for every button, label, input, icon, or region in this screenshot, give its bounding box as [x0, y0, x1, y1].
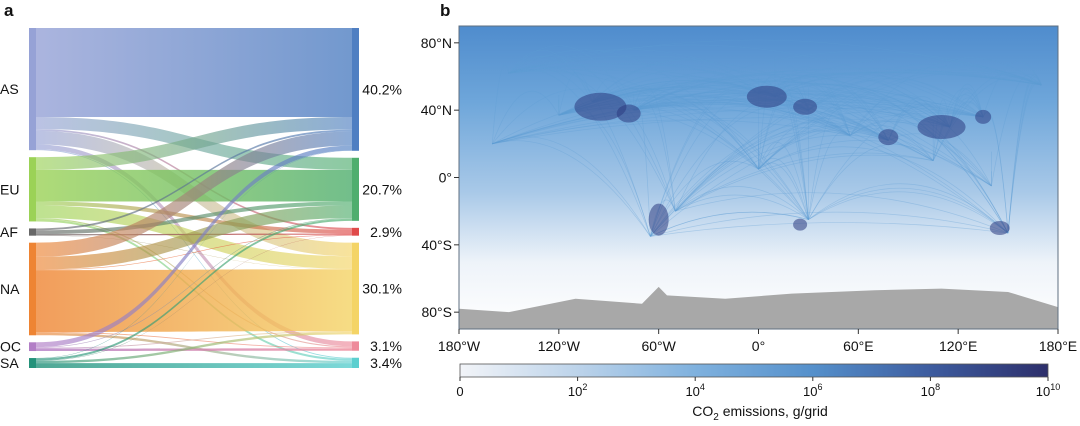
sankey-flow-oc-to-na: [36, 331, 352, 349]
sankey-flow-af-to-eu: [36, 201, 352, 235]
sankey-flow-sa-to-af: [36, 235, 352, 361]
sankey-source-label-af: AF: [0, 224, 18, 240]
colorbar-tick-label: 1010: [1036, 382, 1060, 399]
map-axes: 180°W 120°W 60°W 0° 60°E 120°E 180°E 80°N 40°N 0°…: [421, 25, 1077, 354]
sankey-dest-bar-oc: [352, 341, 359, 351]
sankey-flow-oc-to-oc: [36, 348, 352, 352]
colorbar-tick-label: 106: [803, 382, 822, 399]
y-tick-label: 40°S: [421, 237, 452, 253]
sankey-source-bar-oc: [29, 342, 36, 352]
x-tick-label: 120°W: [538, 338, 581, 354]
sankey-panel: a AS 40.2% EU 20.7% AF 2.9% NA 30.1% OC 3.1% SA 3.4…: [0, 1, 402, 371]
map-panel: b 180°W 120°W 60°W 0° 60°E 120°E 180°E 80°N 40°N…: [421, 1, 1077, 423]
sankey-dest-share-eu: 20.7%: [362, 181, 402, 197]
sankey-dest-share-af: 2.9%: [370, 224, 402, 240]
sankey-source-label-sa: SA: [0, 355, 19, 371]
sankey-flow-na-to-af: [36, 234, 352, 271]
panel-label-a: a: [4, 1, 14, 20]
sankey-flow-as-to-as: [36, 28, 352, 117]
panel-label-b: b: [440, 1, 450, 20]
sankey-source-label-eu: EU: [0, 181, 19, 197]
x-tick-label: 60°W: [641, 338, 676, 354]
sankey-dest-share-as: 40.2%: [362, 81, 402, 97]
sankey-dest-share-oc: 3.1%: [370, 338, 402, 354]
x-tick-label: 0°: [752, 338, 765, 354]
x-tick-label: 180°W: [438, 338, 481, 354]
colorbar-tick-label: 104: [685, 382, 704, 399]
sankey-flow-as-to-sa: [36, 149, 352, 359]
sankey-source-label-na: NA: [0, 281, 20, 297]
sankey-flow-sa-to-eu: [36, 218, 352, 361]
sankey-flow-oc-to-eu: [36, 218, 352, 348]
colorbar-gradient: [459, 363, 1049, 378]
sankey-flow-oc-to-as: [36, 145, 352, 348]
sankey-labels: AS 40.2% EU 20.7% AF 2.9% NA 30.1% OC 3.1% SA 3.4%: [0, 81, 402, 371]
sankey-source-label-as: AS: [0, 81, 19, 97]
sankey-dest-share-na: 30.1%: [362, 281, 402, 297]
sankey-dest-bar-eu: [352, 157, 359, 221]
sankey-links: [36, 28, 352, 368]
sankey-dest-bar-na: [352, 242, 359, 335]
x-tick-label: 120°E: [939, 338, 977, 354]
sankey-nodes: [29, 28, 359, 368]
sankey-flow-na-to-eu: [36, 205, 352, 270]
map-background: [459, 26, 1058, 329]
colorbar-tick-label: 102: [568, 382, 587, 399]
sankey-source-bar-sa: [29, 358, 36, 368]
sankey-flow-sa-to-as: [36, 150, 352, 359]
sankey-flow-af-to-as: [36, 129, 352, 231]
sankey-dest-bar-as: [352, 28, 359, 151]
map-plot-area: [459, 26, 1058, 329]
x-tick-label: 60°E: [843, 338, 874, 354]
hub-density: [574, 85, 1010, 236]
sankey-flow-na-to-as: [36, 131, 352, 257]
sankey-flow-na-to-na: [36, 269, 352, 332]
sankey-source-bar-af: [29, 228, 36, 236]
y-tick-label: 0°: [439, 170, 452, 186]
y-tick-label: 80°S: [421, 304, 452, 320]
y-tick-label: 80°N: [421, 35, 452, 51]
colorbar-tick-label: 0: [456, 384, 463, 399]
colorbar-label: CO2 emissions, g/grid: [692, 403, 828, 423]
colorbar: 0 102 104 106 108 1010: [456, 363, 1060, 399]
antarctica: [459, 286, 1058, 329]
sankey-flow-sa-to-sa: [36, 363, 352, 368]
sankey-source-bar-na: [29, 242, 36, 336]
sankey-source-bar-eu: [29, 157, 36, 222]
sankey-dest-bar-sa: [352, 357, 359, 368]
sankey-dest-bar-af: [352, 227, 359, 236]
sankey-flow-sa-to-na: [36, 331, 352, 364]
sankey-flow-eu-to-eu: [36, 169, 352, 202]
x-tick-label: 180°E: [1039, 338, 1077, 354]
sankey-dest-share-sa: 3.4%: [370, 355, 402, 371]
sankey-source-bar-as: [29, 28, 36, 151]
sankey-source-label-oc: OC: [0, 339, 21, 355]
y-tick-label: 40°N: [421, 102, 452, 118]
sankey-flow-eu-to-as: [36, 116, 352, 170]
colorbar-tick-label: 108: [921, 382, 940, 399]
